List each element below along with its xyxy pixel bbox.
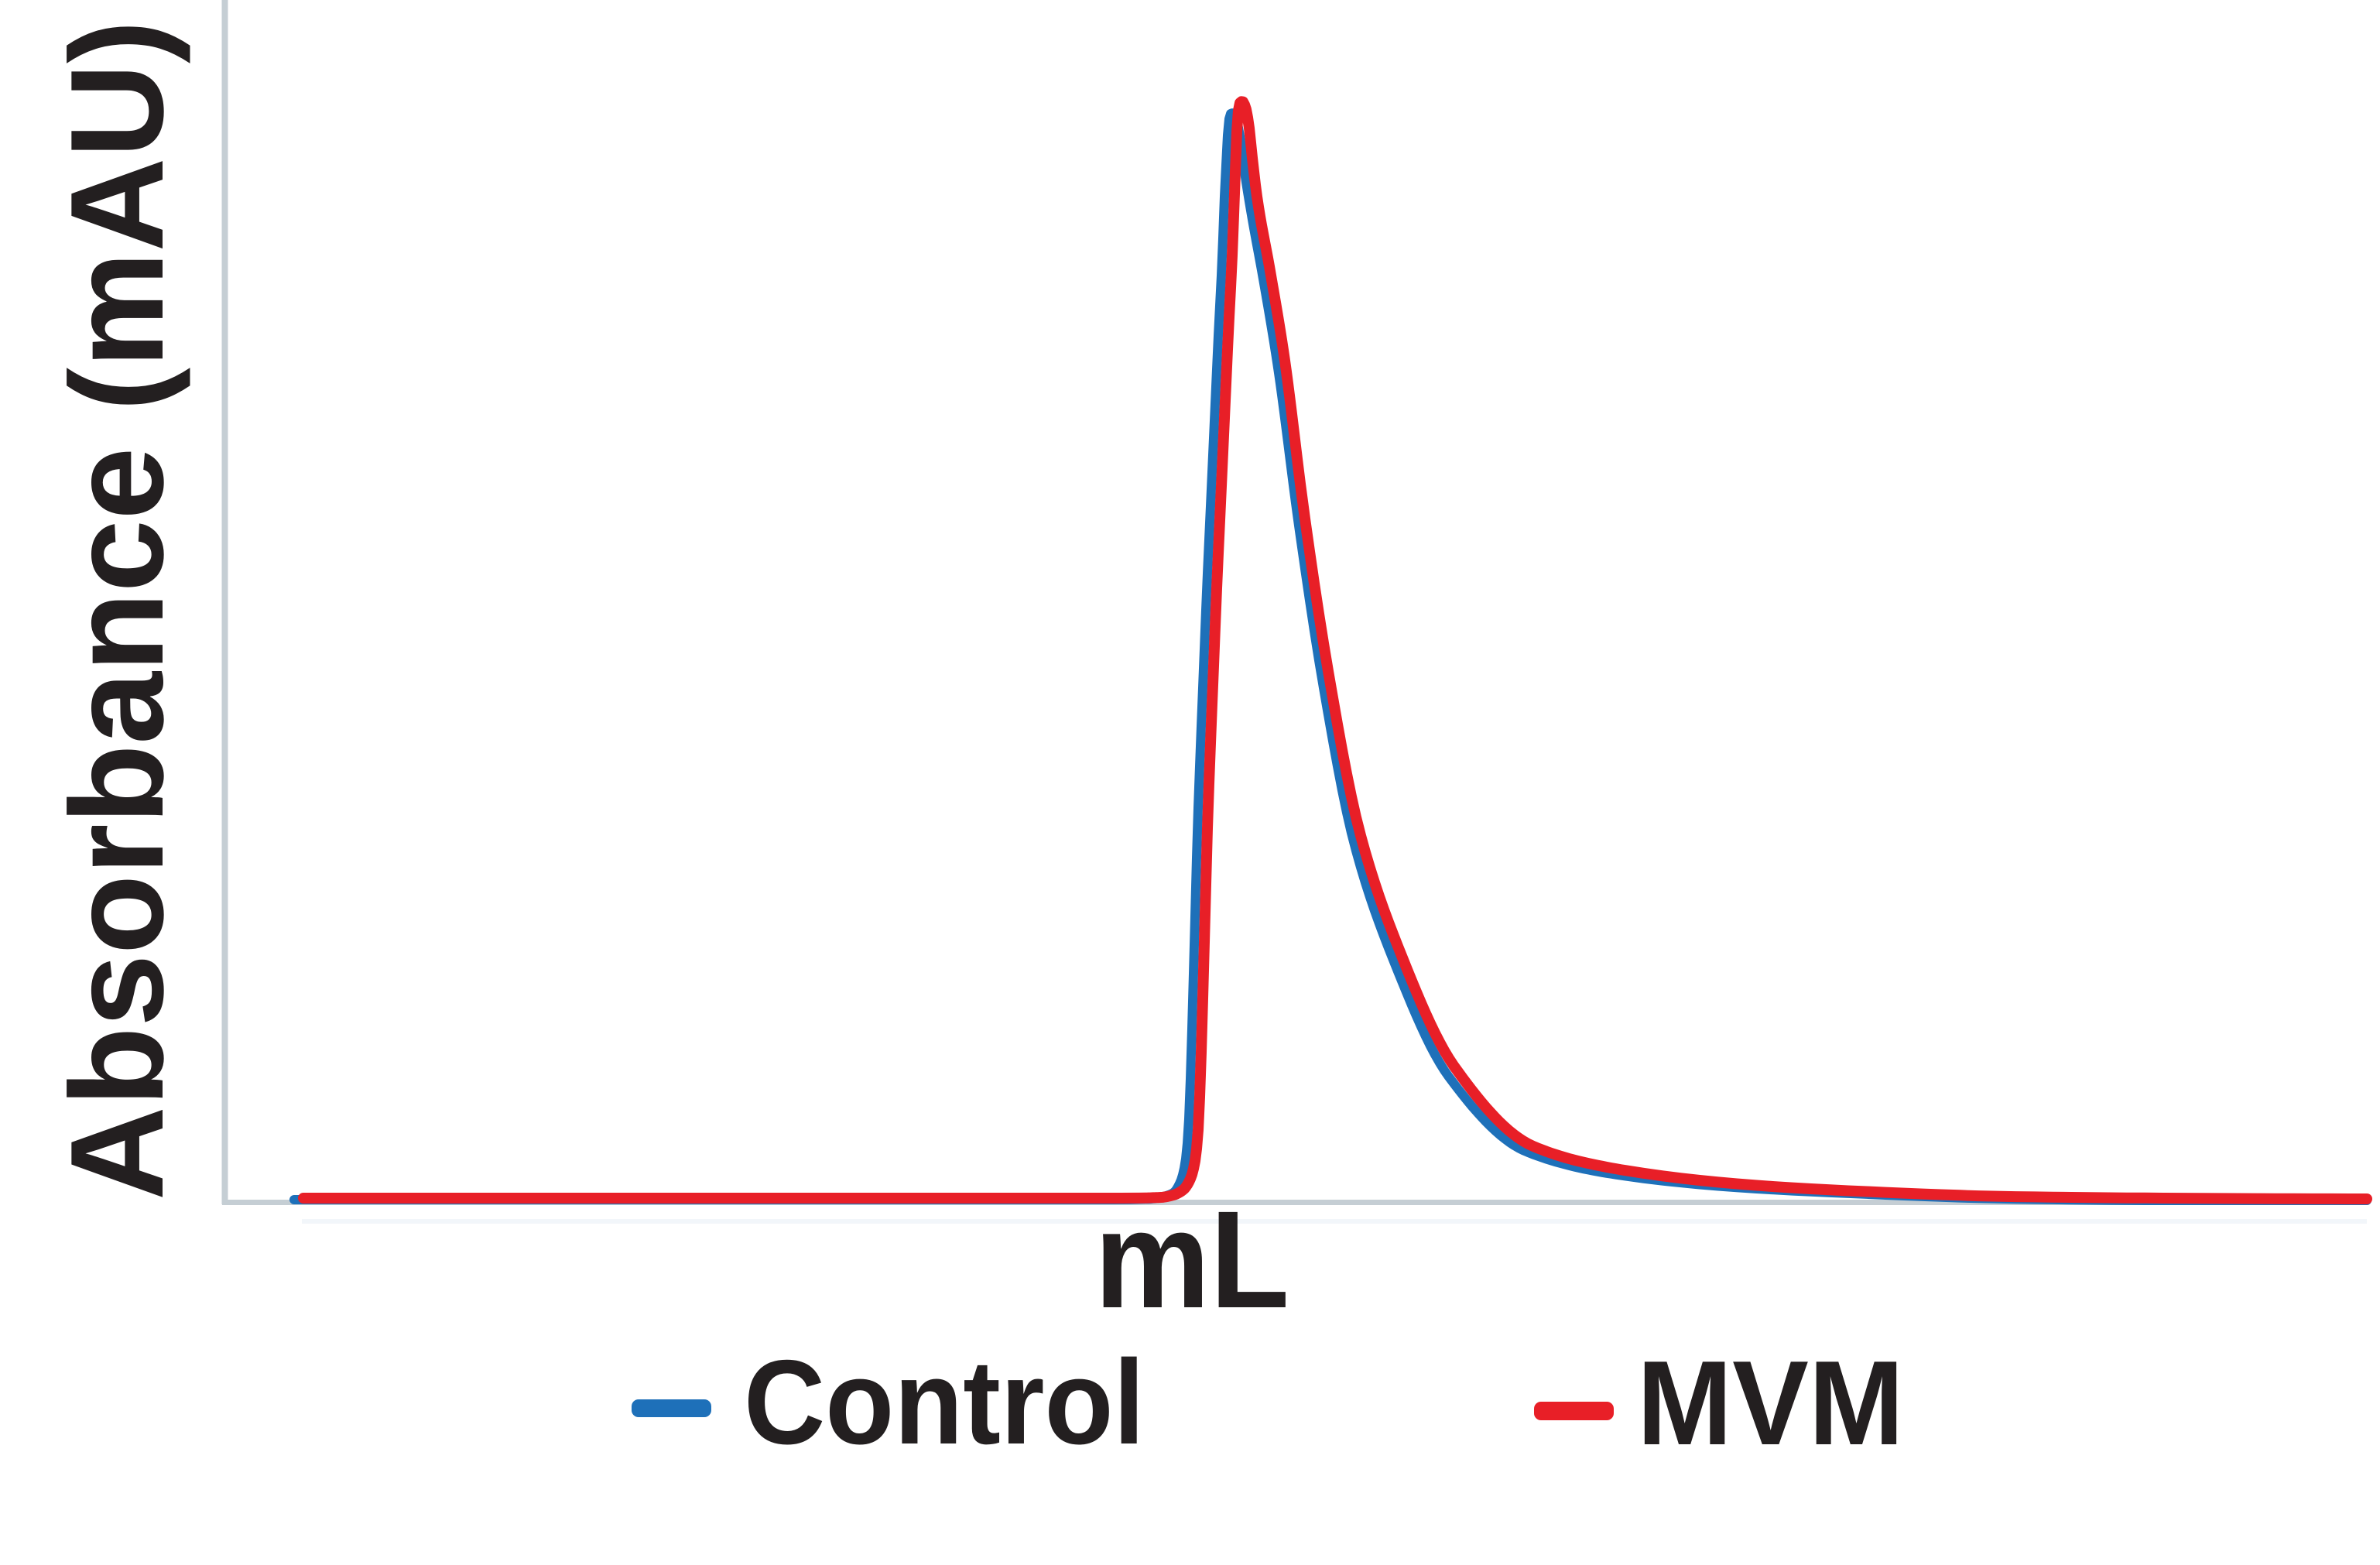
svg-text:mL: mL — [1094, 1182, 1289, 1337]
svg-text:Absorbance (mAU): Absorbance (mAU) — [43, 20, 191, 1200]
svg-text:MVM: MVM — [1637, 1336, 1904, 1470]
svg-text:Control: Control — [744, 1335, 1145, 1469]
